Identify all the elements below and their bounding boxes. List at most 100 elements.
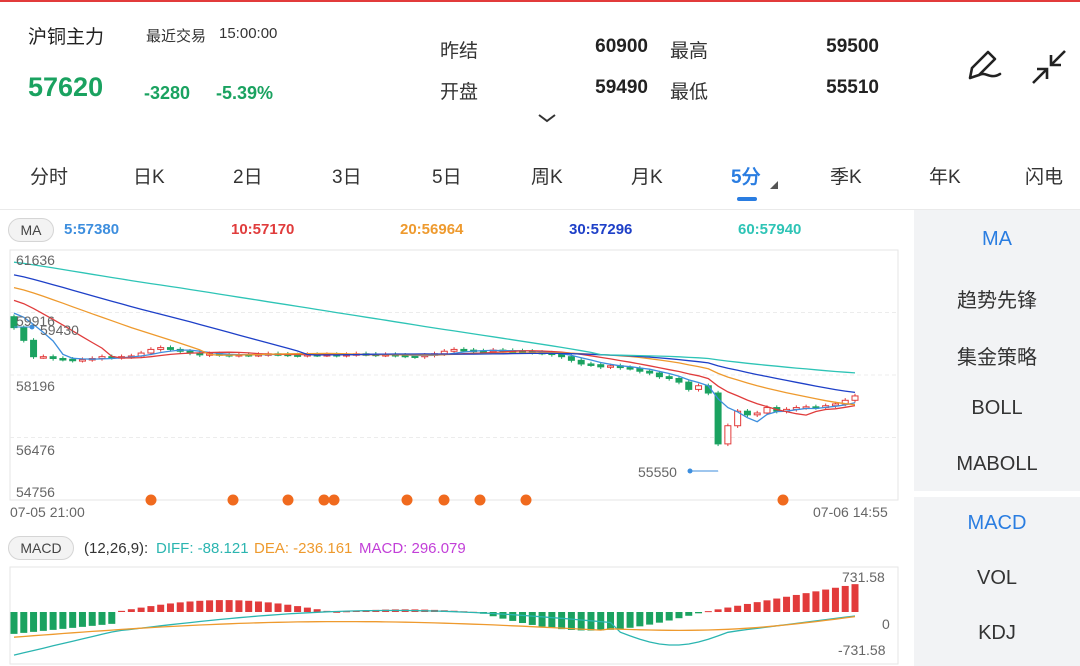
macd-bar: [108, 612, 116, 624]
macd-bar: [636, 612, 644, 627]
macd-bar: [646, 612, 654, 625]
macd-bar: [695, 612, 703, 614]
macd-bar: [519, 612, 527, 624]
candlestick-chart[interactable]: [0, 246, 912, 522]
macd-bar: [538, 612, 546, 627]
candle-body: [157, 347, 165, 350]
signal-dot-9: [777, 494, 789, 506]
tab-yearly-k[interactable]: 年K: [929, 167, 961, 188]
macd-bar: [655, 612, 663, 623]
macd-frame: [9, 566, 899, 665]
macd-bar: [294, 606, 302, 612]
macd-bar: [734, 605, 742, 612]
active-tab-indicator: [737, 197, 757, 201]
macd-tick-zero: 0: [882, 616, 890, 632]
candle-body: [558, 354, 566, 358]
annotation-high-1: 59916: [16, 313, 55, 329]
y-tick-bottom: 54756: [16, 484, 55, 500]
candle-body: [685, 381, 693, 390]
side-item-macd[interactable]: MACD: [967, 512, 1027, 534]
macd-indicator-button[interactable]: MACD: [8, 536, 74, 560]
candle-body: [59, 358, 67, 361]
quote-label-low: 最低: [670, 82, 709, 103]
macd-bar: [714, 609, 722, 612]
signal-dot-0: [145, 494, 157, 506]
macd-bar: [176, 602, 184, 612]
macd-bar: [831, 587, 839, 612]
ma-indicator-button[interactable]: MA: [8, 218, 54, 242]
tab-5-min[interactable]: 5分: [731, 167, 761, 188]
side-item-vol[interactable]: VOL: [976, 567, 1018, 589]
y-tick-3: 56476: [16, 442, 55, 458]
tab-daily-k[interactable]: 日K: [133, 167, 165, 188]
tab-quarterly-k[interactable]: 季K: [830, 167, 862, 188]
macd-bar: [792, 594, 800, 612]
chevron-down-icon[interactable]: [536, 112, 558, 124]
side-item-ma[interactable]: MA: [982, 228, 1012, 250]
side-item-maboll[interactable]: MABOLL: [956, 453, 1038, 475]
candle-body: [675, 377, 683, 383]
candle-body: [695, 385, 703, 390]
low-annotation-dot: [687, 468, 693, 474]
annotation-low: 55550: [638, 464, 677, 480]
collapse-arrows-icon[interactable]: [1030, 48, 1068, 86]
tab-monthly-k[interactable]: 月K: [631, 167, 663, 188]
macd-bar: [59, 612, 67, 629]
period-dropdown-icon[interactable]: [770, 181, 778, 189]
candle-body: [597, 364, 605, 368]
signal-dot-4: [328, 494, 340, 506]
quote-value-open: 59490: [595, 77, 648, 98]
candle-body: [655, 372, 663, 378]
tab-timeshare[interactable]: 分时: [30, 167, 69, 188]
tabs-divider: [0, 209, 1080, 210]
tab-weekly-k[interactable]: 周K: [531, 167, 563, 188]
candle-body: [665, 376, 673, 379]
top-accent-line: [0, 0, 1080, 2]
macd-bar: [567, 612, 575, 630]
x-end-time: 07-06 14:55: [813, 504, 888, 520]
macd-bar: [685, 612, 693, 616]
side-item-gold-strategy[interactable]: 集金策略: [957, 347, 1037, 369]
candle-body: [460, 348, 468, 352]
macd-tick-bottom: -731.58: [838, 642, 886, 658]
side-item-boll[interactable]: BOLL: [971, 397, 1023, 419]
macd-bar: [284, 604, 292, 612]
side-item-kdj[interactable]: KDJ: [978, 622, 1016, 644]
ma30-line: [13, 274, 856, 394]
tab-3-day[interactable]: 3日: [332, 167, 362, 188]
quote-label-prev-settle: 昨结: [440, 41, 479, 62]
ma5-value: 5:57380: [64, 221, 120, 238]
indicator-side-panel: [914, 210, 1080, 666]
macd-chart[interactable]: [0, 565, 912, 666]
candle-body: [30, 339, 38, 358]
high-annotation-dot: [29, 324, 35, 330]
candle-body: [851, 395, 859, 401]
macd-bar: [78, 612, 86, 627]
macd-bar: [127, 609, 135, 612]
quote-value-prev-settle: 60900: [595, 36, 648, 57]
candle-body: [78, 359, 86, 362]
signal-dot-3: [318, 494, 330, 506]
macd-bar: [704, 611, 712, 613]
macd-bar: [342, 611, 350, 613]
tab-lightning[interactable]: 闪电: [1025, 167, 1064, 188]
quote-value-low: 55510: [826, 77, 879, 98]
macd-bar: [118, 610, 126, 612]
signal-dot-7: [474, 494, 486, 506]
macd-bar: [773, 598, 781, 612]
side-item-trend-pioneer[interactable]: 趋势先锋: [957, 290, 1037, 312]
tab-2-day[interactable]: 2日: [233, 167, 263, 188]
candle-body: [39, 356, 47, 359]
price-change-pct: -5.39%: [216, 83, 274, 103]
macd-params: (12,26,9):: [84, 540, 149, 557]
macd-bar: [20, 612, 28, 633]
macd-bar: [303, 607, 311, 612]
signal-dot-6: [438, 494, 450, 506]
y-tick-2: 58196: [16, 378, 55, 394]
pen-icon[interactable]: [962, 46, 1004, 86]
macd-bar: [822, 589, 830, 612]
macd-bar: [69, 612, 77, 628]
tab-5-day[interactable]: 5日: [432, 167, 462, 188]
contract-name: 沪铜主力: [28, 27, 105, 48]
candle-body: [724, 425, 732, 445]
